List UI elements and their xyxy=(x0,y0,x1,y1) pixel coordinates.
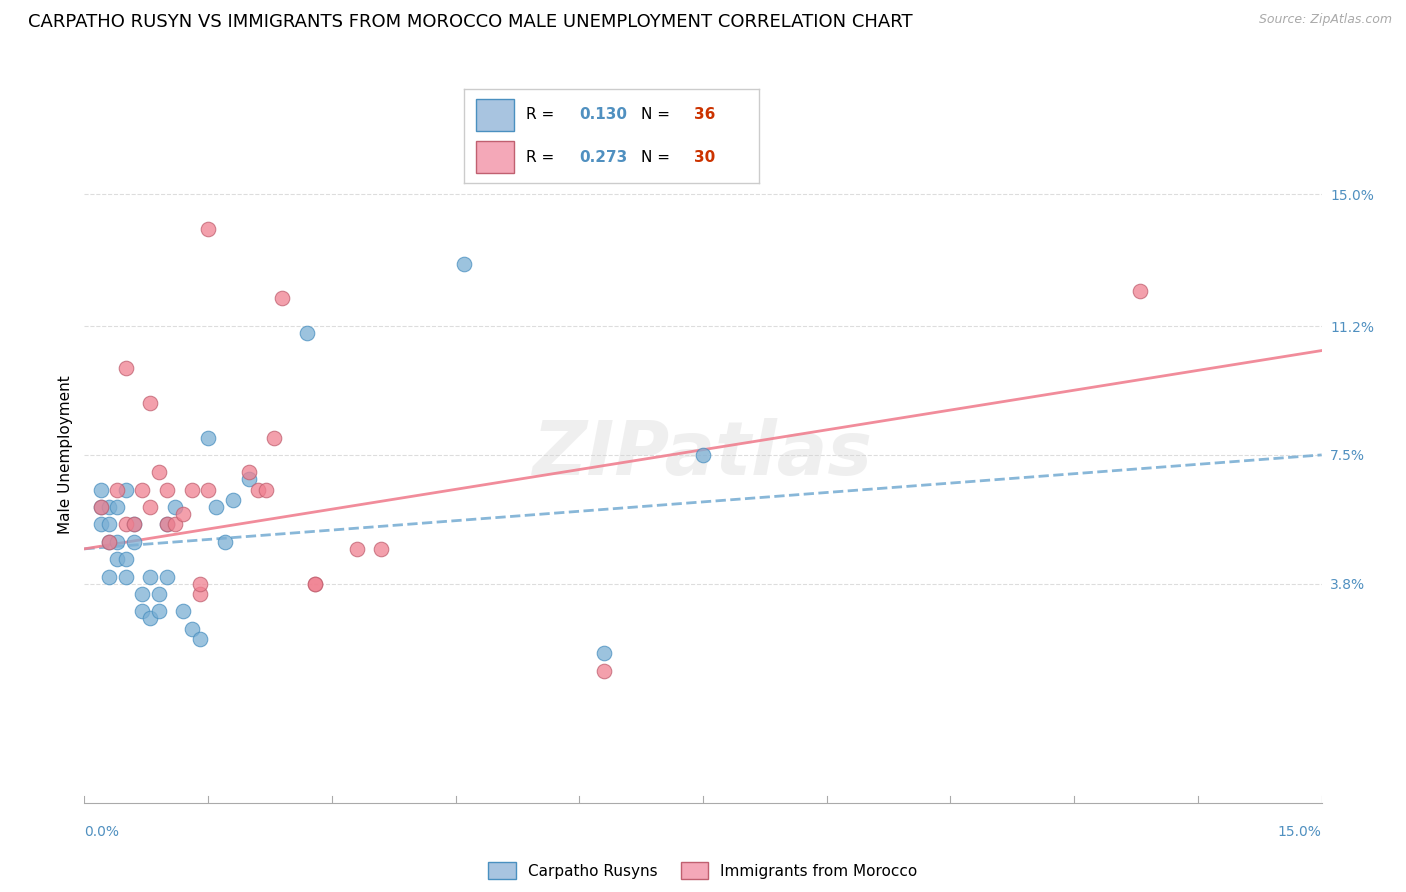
Point xyxy=(98,534,121,549)
Text: 15.0%: 15.0% xyxy=(1278,825,1322,839)
Point xyxy=(238,466,260,480)
Point xyxy=(254,483,277,497)
Point xyxy=(98,570,121,584)
Point xyxy=(98,517,121,532)
Text: N =: N = xyxy=(641,150,675,165)
Text: 0.273: 0.273 xyxy=(579,150,627,165)
Point xyxy=(122,534,145,549)
Point xyxy=(1129,285,1152,299)
Point xyxy=(197,221,219,235)
Point xyxy=(114,360,136,375)
Point xyxy=(304,576,326,591)
Point xyxy=(105,552,128,566)
Point xyxy=(131,483,153,497)
Point xyxy=(188,576,211,591)
Point xyxy=(197,483,219,497)
Point xyxy=(165,500,187,514)
Text: CARPATHO RUSYN VS IMMIGRANTS FROM MOROCCO MALE UNEMPLOYMENT CORRELATION CHART: CARPATHO RUSYN VS IMMIGRANTS FROM MOROCC… xyxy=(28,13,912,31)
Point xyxy=(105,500,128,514)
Point xyxy=(114,552,136,566)
Point xyxy=(593,664,616,678)
Y-axis label: Male Unemployment: Male Unemployment xyxy=(58,376,73,534)
Point xyxy=(122,517,145,532)
FancyBboxPatch shape xyxy=(475,98,515,131)
Text: R =: R = xyxy=(526,150,560,165)
Point xyxy=(180,483,202,497)
Point xyxy=(90,500,112,514)
Point xyxy=(148,587,170,601)
Point xyxy=(453,257,475,271)
Text: ZIPatlas: ZIPatlas xyxy=(533,418,873,491)
Text: Source: ZipAtlas.com: Source: ZipAtlas.com xyxy=(1258,13,1392,27)
Point xyxy=(214,534,236,549)
Point xyxy=(105,483,128,497)
Legend: Carpatho Rusyns, Immigrants from Morocco: Carpatho Rusyns, Immigrants from Morocco xyxy=(482,855,924,886)
Point xyxy=(139,396,162,410)
Point xyxy=(122,517,145,532)
Point xyxy=(90,517,112,532)
Point xyxy=(139,570,162,584)
Point xyxy=(114,570,136,584)
Point xyxy=(222,493,245,508)
Text: R =: R = xyxy=(526,107,560,122)
Point xyxy=(238,472,260,486)
Point xyxy=(165,517,187,532)
Point xyxy=(172,605,194,619)
Point xyxy=(98,534,121,549)
Point xyxy=(90,483,112,497)
Text: 0.0%: 0.0% xyxy=(84,825,120,839)
Text: 0.130: 0.130 xyxy=(579,107,627,122)
Point xyxy=(205,500,228,514)
Point xyxy=(90,500,112,514)
Point xyxy=(156,570,179,584)
Point xyxy=(98,500,121,514)
Point xyxy=(692,448,714,462)
FancyBboxPatch shape xyxy=(475,141,515,173)
Point xyxy=(180,622,202,636)
Text: 30: 30 xyxy=(695,150,716,165)
Point xyxy=(139,500,162,514)
Point xyxy=(114,483,136,497)
Point xyxy=(156,483,179,497)
Point xyxy=(131,587,153,601)
Point xyxy=(295,326,318,341)
Point xyxy=(188,632,211,647)
Point xyxy=(246,483,269,497)
Point xyxy=(263,430,285,444)
Point xyxy=(156,517,179,532)
Point xyxy=(346,541,368,556)
Point xyxy=(172,507,194,521)
Point xyxy=(131,605,153,619)
Point xyxy=(148,605,170,619)
Point xyxy=(593,646,616,660)
Point xyxy=(139,611,162,625)
Point xyxy=(114,517,136,532)
Text: N =: N = xyxy=(641,107,675,122)
Point xyxy=(156,517,179,532)
Point xyxy=(304,576,326,591)
Point xyxy=(271,291,294,305)
Point xyxy=(370,541,392,556)
Text: 36: 36 xyxy=(695,107,716,122)
Point xyxy=(148,466,170,480)
Point xyxy=(105,534,128,549)
Point xyxy=(197,430,219,444)
Point xyxy=(188,587,211,601)
